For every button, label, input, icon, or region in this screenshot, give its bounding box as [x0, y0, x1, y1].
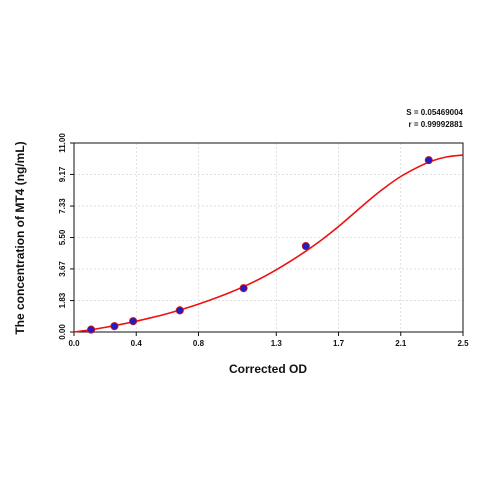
y-tick-label: 11.00 [58, 133, 67, 153]
y-tick-label: 3.67 [58, 261, 67, 277]
data-point [175, 306, 184, 315]
data-point [239, 284, 248, 293]
y-axis-title: The concentration of MT4 (ng/mL) [13, 141, 27, 334]
x-tick-label: 1.7 [333, 339, 345, 348]
stat-r-value: r = 0.99992881 [409, 120, 464, 129]
data-point [424, 156, 433, 165]
x-tick-label: 0.8 [193, 339, 205, 348]
plot-frame [73, 142, 464, 333]
data-point [301, 242, 310, 251]
data-point [110, 322, 119, 331]
y-tick-label: 9.17 [58, 166, 67, 182]
x-tick-label: 2.5 [457, 339, 469, 348]
x-tick-label: 1.3 [271, 339, 283, 348]
x-tick-label: 2.1 [395, 339, 407, 348]
stat-s-value: S = 0.05469004 [406, 108, 463, 117]
fit-curve-line [73, 154, 464, 333]
data-points-layer [87, 156, 433, 334]
y-tick-label: 7.33 [58, 198, 67, 214]
x-tick-label: 0.0 [68, 339, 80, 348]
grid-lines [73, 142, 464, 333]
y-tick-label: 1.83 [58, 292, 67, 308]
y-tick-label: 5.50 [58, 229, 67, 245]
x-axis-title: Corrected OD [229, 362, 307, 376]
data-point [129, 317, 138, 326]
y-tick-label: 0.00 [58, 324, 67, 340]
data-point [87, 325, 96, 334]
x-tick-label: 0.4 [131, 339, 143, 348]
fit-curve-layer [73, 154, 464, 333]
axis-ticks: 0.0 0.4 0.8 1.3 1.7 2.1 2.5 0.00 1.83 3.67 5.50 7.3… [58, 133, 469, 348]
